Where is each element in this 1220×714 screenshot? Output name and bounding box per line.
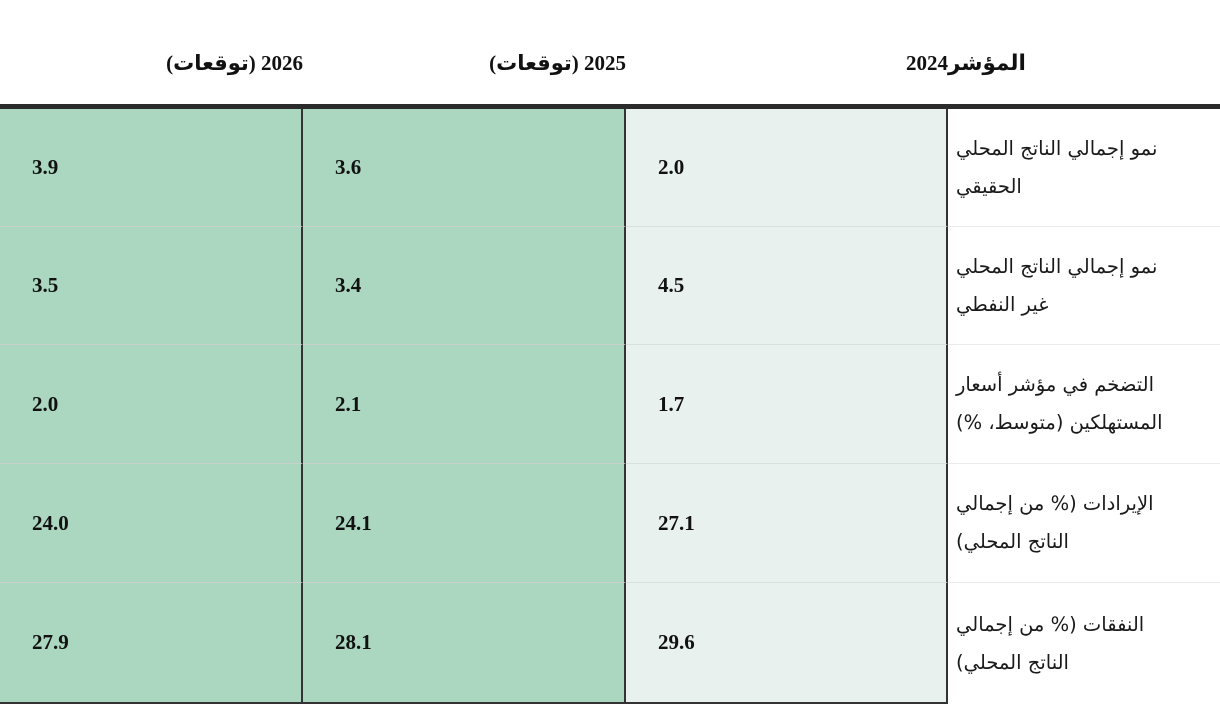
column-header-indicator: المؤشر	[948, 0, 1220, 109]
value-cell-2025: 28.1	[303, 583, 626, 704]
value-cell-2025: 3.4	[303, 227, 626, 345]
value-cell-2026: 3.5	[0, 227, 303, 345]
label-line: الناتج المحلي)	[956, 650, 1069, 674]
indicator-label-expenditures-pct-gdp: النفقات (% من إجمالي الناتج المحلي)	[948, 583, 1220, 704]
label-line: النفقات (% من إجمالي	[956, 612, 1145, 636]
value-cell-2026: 3.9	[0, 109, 303, 227]
value-cell-2024: 2.0	[626, 109, 948, 227]
column-header-2026-forecast: 2026 (توقعات)	[0, 0, 303, 109]
value-cell-2025: 24.1	[303, 464, 626, 583]
indicator-label-nonoil-gdp-growth: نمو إجمالي الناتج المحلي غير النفطي	[948, 227, 1220, 345]
label-line: نمو إجمالي الناتج المحلي	[956, 136, 1158, 160]
column-header-2024: 2024	[626, 0, 948, 109]
label-line: المستهلكين (متوسط، %)	[956, 411, 1163, 434]
value-cell-2026: 27.9	[0, 583, 303, 704]
indicator-label-real-gdp-growth: نمو إجمالي الناتج المحلي الحقيقي	[948, 109, 1220, 227]
label-line: نمو إجمالي الناتج المحلي	[956, 254, 1158, 278]
label-line: غير النفطي	[956, 292, 1049, 316]
label-line: الإيرادات (% من إجمالي	[956, 492, 1154, 515]
value-cell-2026: 24.0	[0, 464, 303, 583]
value-cell-2026: 2.0	[0, 345, 303, 464]
value-cell-2025: 2.1	[303, 345, 626, 464]
value-cell-2024: 29.6	[626, 583, 948, 704]
column-header-2025-forecast: 2025 (توقعات)	[303, 0, 626, 109]
label-line: الحقيقي	[956, 174, 1022, 198]
label-line: التضخم في مؤشر أسعار	[956, 373, 1155, 396]
label-line: الناتج المحلي)	[956, 530, 1069, 553]
value-cell-2024: 27.1	[626, 464, 948, 583]
indicator-label-cpi-inflation: التضخم في مؤشر أسعار المستهلكين (متوسط، …	[948, 345, 1220, 464]
value-cell-2025: 3.6	[303, 109, 626, 227]
value-cell-2024: 1.7	[626, 345, 948, 464]
value-cell-2024: 4.5	[626, 227, 948, 345]
indicator-label-revenues-pct-gdp: الإيرادات (% من إجمالي الناتج المحلي)	[948, 464, 1220, 583]
